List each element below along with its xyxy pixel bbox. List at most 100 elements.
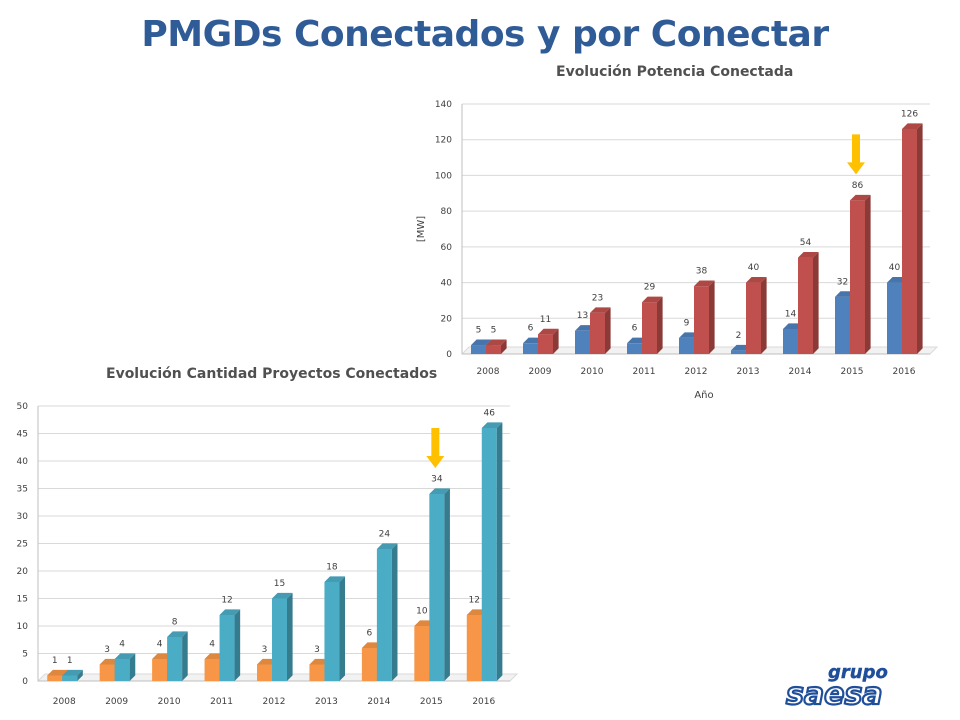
bar-front xyxy=(429,494,445,681)
bar-front xyxy=(361,648,377,681)
bar-side xyxy=(496,422,503,681)
data-label: 10 xyxy=(416,606,428,616)
bar-top xyxy=(486,339,507,346)
data-label: 4 xyxy=(119,639,125,649)
x-tick-label: 2010 xyxy=(581,367,604,377)
bar-front xyxy=(99,664,115,681)
bar-side xyxy=(339,576,346,681)
bar-top xyxy=(167,631,188,637)
y-tick-label: 0 xyxy=(446,350,452,360)
data-label: 23 xyxy=(592,293,603,303)
y-tick-label: 50 xyxy=(17,402,29,412)
x-tick-label: 2016 xyxy=(893,367,916,377)
y-tick-label: 20 xyxy=(17,567,29,577)
data-label: 13 xyxy=(577,311,588,321)
bar-side xyxy=(182,631,188,681)
bar-front xyxy=(62,675,78,681)
bar-side xyxy=(761,276,767,354)
data-label: 126 xyxy=(901,109,918,119)
bar-front xyxy=(850,200,865,354)
bar-side xyxy=(391,543,398,681)
bar-front xyxy=(731,350,746,354)
x-tick-label: 2015 xyxy=(841,367,864,377)
x-tick-label: 2008 xyxy=(53,697,76,707)
bar xyxy=(850,194,871,354)
bar-top xyxy=(219,609,241,615)
bar-front xyxy=(887,282,902,354)
bar-top xyxy=(694,280,715,287)
highlight-arrow-icon xyxy=(847,134,865,175)
bar-front xyxy=(152,659,168,681)
data-label: 40 xyxy=(889,263,901,273)
bar xyxy=(272,592,293,681)
bar xyxy=(538,328,559,354)
bar-top xyxy=(114,653,136,659)
x-tick-label: 2008 xyxy=(477,367,500,377)
data-label: 18 xyxy=(326,562,338,572)
bar-side xyxy=(501,339,507,354)
x-tick-label: 2011 xyxy=(210,697,233,707)
bar-front xyxy=(471,345,486,354)
bar-front xyxy=(538,334,553,354)
bar-front xyxy=(694,286,709,354)
data-label: 40 xyxy=(748,263,760,273)
bar-top xyxy=(538,328,559,335)
data-label: 11 xyxy=(540,315,551,325)
y-tick-label: 60 xyxy=(441,243,453,253)
chart-title-potencia: Evolución Potencia Conectada xyxy=(556,64,794,80)
bar-side xyxy=(813,251,819,354)
bar-top xyxy=(47,669,68,676)
data-label: 4 xyxy=(157,639,163,649)
bar-front xyxy=(642,302,657,354)
bar-top xyxy=(590,307,611,313)
data-label: 6 xyxy=(367,628,373,638)
bar xyxy=(429,488,450,681)
bar xyxy=(219,609,241,681)
y-tick-label: 25 xyxy=(17,540,28,550)
bar-top xyxy=(429,488,450,494)
y-tick-label: 0 xyxy=(22,677,28,687)
y-axis-label: [MW] xyxy=(416,216,427,242)
bar-top xyxy=(376,543,398,549)
bar-side xyxy=(657,296,663,354)
y-tick-label: 10 xyxy=(17,622,29,632)
data-label: 1 xyxy=(67,656,73,666)
bar xyxy=(590,307,611,354)
y-tick-label: 5 xyxy=(22,650,28,660)
bar-front xyxy=(219,615,235,681)
x-tick-label: 2014 xyxy=(367,697,390,707)
y-tick-label: 40 xyxy=(17,457,29,467)
data-label: 6 xyxy=(528,324,534,334)
data-label: 2 xyxy=(736,331,742,341)
bar-side xyxy=(865,194,871,354)
bar-top xyxy=(62,669,83,676)
bar-top xyxy=(902,123,923,129)
chart-title-cantidad: Evolución Cantidad Proyectos Conectados xyxy=(106,366,438,382)
data-label: 3 xyxy=(262,645,268,655)
bar-front xyxy=(414,626,430,681)
bar-front xyxy=(466,615,482,681)
data-label: 34 xyxy=(431,474,443,484)
bar-top xyxy=(642,296,663,303)
bar xyxy=(167,631,188,681)
bar-side xyxy=(553,328,559,354)
bar-side xyxy=(77,669,83,681)
data-label: 6 xyxy=(632,324,638,334)
bar xyxy=(694,280,715,354)
x-tick-label: 2015 xyxy=(420,697,443,707)
bar-front xyxy=(167,637,183,681)
saesa-logo: grupo saesa xyxy=(785,662,888,708)
bar-front xyxy=(257,664,272,681)
y-tick-label: 20 xyxy=(441,314,453,324)
x-tick-label: 2009 xyxy=(529,367,552,377)
bar xyxy=(642,296,663,354)
bar-side xyxy=(129,653,136,681)
bar xyxy=(902,123,923,355)
bar-front xyxy=(486,345,501,354)
data-label: 12 xyxy=(469,595,480,605)
bar xyxy=(114,653,136,681)
highlight-arrow-icon xyxy=(426,428,445,468)
bar xyxy=(481,422,503,681)
x-tick-label: 2013 xyxy=(315,697,338,707)
